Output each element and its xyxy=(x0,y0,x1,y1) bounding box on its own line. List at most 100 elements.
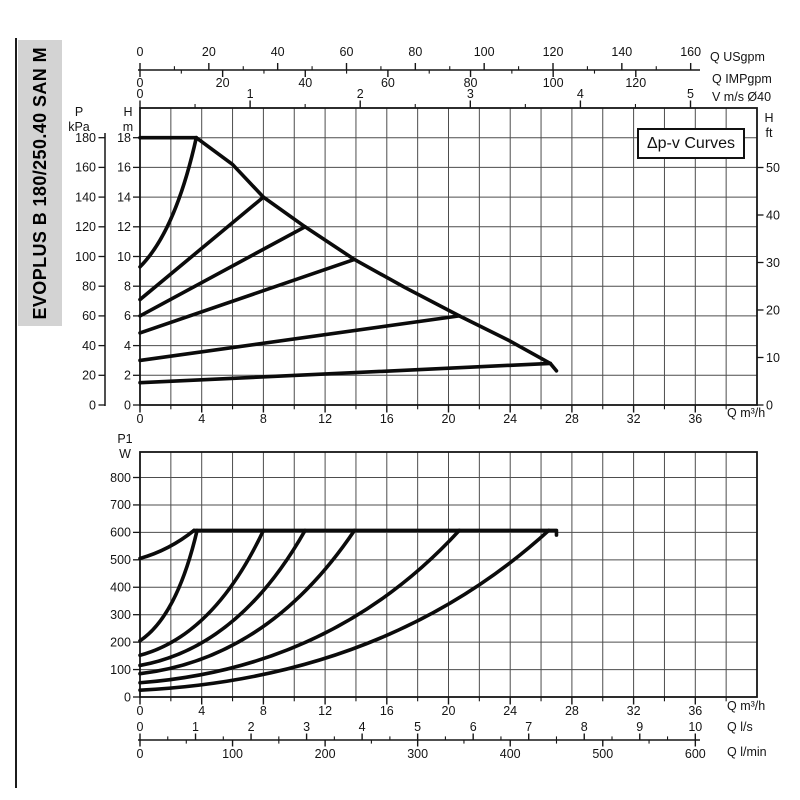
series-max-speed-envelope xyxy=(194,135,559,373)
svg-text:6: 6 xyxy=(470,720,477,734)
svg-text:0: 0 xyxy=(766,398,773,412)
svg-text:80: 80 xyxy=(464,76,478,90)
series-dpv-setpoint-3m xyxy=(138,361,553,385)
svg-text:140: 140 xyxy=(75,190,96,204)
svg-text:300: 300 xyxy=(110,608,131,622)
svg-text:160: 160 xyxy=(680,45,701,59)
svg-text:500: 500 xyxy=(592,747,613,761)
usgpm-axis-title: Q USgpm xyxy=(710,50,765,64)
svg-text:4: 4 xyxy=(124,339,131,353)
svg-text:8: 8 xyxy=(260,704,267,718)
head-ft-axis-title: H ft xyxy=(764,111,774,140)
svg-text:400: 400 xyxy=(110,581,131,595)
flow-lmin-axis-title: Q l/min xyxy=(727,745,767,759)
kpa-axis: 0 20 40 60 80 100 120 140 160 180 xyxy=(75,131,106,412)
power-curves xyxy=(138,528,559,692)
svg-text:0: 0 xyxy=(137,720,144,734)
series-p1-dpv-14m xyxy=(138,528,266,658)
head-m-axis: 0 2 4 6 8 10 12 14 16 18 xyxy=(117,131,140,412)
svg-text:180: 180 xyxy=(75,131,96,145)
svg-text:6: 6 xyxy=(124,309,131,323)
gpm-axes: 0 20 40 60 80 100 120 140 160 0 20 40 60 80 100 120 0 1 2 3… xyxy=(137,45,701,108)
dpv-curves-badge: Δp-v Curves xyxy=(637,128,745,159)
svg-text:800: 800 xyxy=(110,471,131,485)
svg-text:50: 50 xyxy=(766,161,780,175)
flow-m3h-axis-title-top: Q m³/h xyxy=(727,406,766,420)
svg-text:18: 18 xyxy=(117,131,131,145)
svg-text:80: 80 xyxy=(408,45,422,59)
series-dpv-setpoint-10m xyxy=(138,257,357,335)
svg-text:0: 0 xyxy=(137,45,144,59)
svg-text:20: 20 xyxy=(766,303,780,317)
impgpm-axis-title: Q IMPgpm xyxy=(712,72,772,86)
svg-text:5: 5 xyxy=(687,87,694,101)
series-p1-dpv-12m xyxy=(138,528,307,668)
pressure-kpa-axis-title: P kPa xyxy=(68,105,90,134)
svg-text:500: 500 xyxy=(110,553,131,567)
svg-text:400: 400 xyxy=(500,747,521,761)
series-dpv-setpoint-6m xyxy=(138,314,462,363)
velocity-axis-title: V m/s Ø40 xyxy=(712,90,772,104)
svg-text:100: 100 xyxy=(222,747,243,761)
svg-text:140: 140 xyxy=(611,45,632,59)
svg-text:200: 200 xyxy=(110,635,131,649)
svg-text:24: 24 xyxy=(503,412,517,426)
svg-text:4: 4 xyxy=(198,412,205,426)
svg-text:20: 20 xyxy=(82,369,96,383)
svg-text:10: 10 xyxy=(688,720,702,734)
svg-text:700: 700 xyxy=(110,498,131,512)
svg-text:160: 160 xyxy=(75,161,96,175)
svg-text:28: 28 xyxy=(565,412,579,426)
svg-text:1: 1 xyxy=(247,87,254,101)
flow-m3h-axis: 0 4 8 12 16 20 24 28 32 36 xyxy=(137,697,727,718)
svg-text:16: 16 xyxy=(380,412,394,426)
svg-text:2: 2 xyxy=(124,369,131,383)
svg-text:60: 60 xyxy=(381,76,395,90)
head-curves xyxy=(138,135,559,385)
svg-text:20: 20 xyxy=(216,76,230,90)
svg-text:100: 100 xyxy=(543,76,564,90)
svg-text:120: 120 xyxy=(75,220,96,234)
series-p1-max-limit xyxy=(192,528,559,537)
svg-text:8: 8 xyxy=(260,412,267,426)
svg-text:80: 80 xyxy=(82,280,96,294)
svg-text:4: 4 xyxy=(577,87,584,101)
svg-text:20: 20 xyxy=(202,45,216,59)
svg-text:3: 3 xyxy=(467,87,474,101)
svg-text:3: 3 xyxy=(303,720,310,734)
series-p1-dpv-18m xyxy=(138,528,199,643)
svg-text:0: 0 xyxy=(137,76,144,90)
svg-text:30: 30 xyxy=(766,256,780,270)
svg-text:20: 20 xyxy=(442,412,456,426)
flow-m3h-axis: 0 4 8 12 16 20 24 28 32 36 xyxy=(137,405,727,426)
svg-text:120: 120 xyxy=(543,45,564,59)
svg-text:5: 5 xyxy=(414,720,421,734)
svg-text:600: 600 xyxy=(110,526,131,540)
svg-text:0: 0 xyxy=(137,412,144,426)
head-ft-axis: 0 10 20 30 40 50 xyxy=(757,161,780,412)
svg-text:200: 200 xyxy=(315,747,336,761)
power-axis-title: P1 W xyxy=(117,432,133,461)
svg-text:0: 0 xyxy=(124,690,131,704)
svg-text:4: 4 xyxy=(198,704,205,718)
svg-text:100: 100 xyxy=(75,250,96,264)
series-p1-dpv-10m xyxy=(138,528,357,676)
svg-text:1: 1 xyxy=(192,720,199,734)
svg-text:8: 8 xyxy=(124,280,131,294)
svg-text:0: 0 xyxy=(137,87,144,101)
svg-text:10: 10 xyxy=(766,351,780,365)
svg-text:7: 7 xyxy=(525,720,532,734)
power-w-axis: 0 100 200 300 400 500 600 700 800 xyxy=(110,471,140,704)
svg-text:16: 16 xyxy=(380,704,394,718)
svg-text:120: 120 xyxy=(625,76,646,90)
svg-text:0: 0 xyxy=(89,398,96,412)
svg-text:14: 14 xyxy=(117,190,131,204)
svg-text:600: 600 xyxy=(685,747,706,761)
svg-text:40: 40 xyxy=(82,339,96,353)
svg-text:32: 32 xyxy=(627,412,641,426)
series-p1-dpv-6m xyxy=(138,528,462,685)
svg-text:2: 2 xyxy=(248,720,255,734)
